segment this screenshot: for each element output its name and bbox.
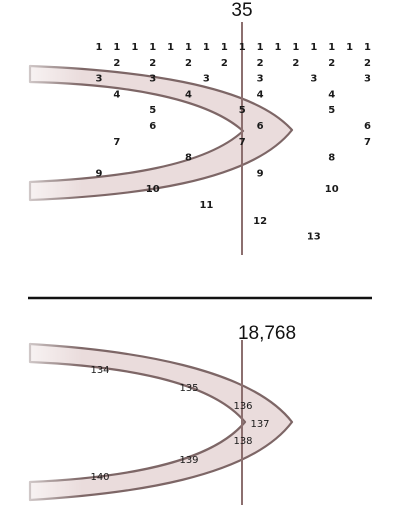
grid-number-3: 3 (96, 74, 103, 85)
grid-number-1: 1 (346, 42, 353, 53)
grid-number-3: 3 (310, 74, 317, 85)
grid-number-4: 4 (113, 89, 120, 100)
grid-number-1: 1 (292, 42, 299, 53)
grid-number-1: 1 (221, 42, 228, 53)
band-label-138: 138 (233, 436, 252, 447)
band-label-140: 140 (90, 472, 109, 483)
top-panel: 35 1 1 1 1 1 1 1 1 1 1 1 1 1 1 1 12 2 2 2 2 2 2 23 3 3 3 3 34 4 4 45 5 5… (0, 0, 371, 255)
grid-number-1: 1 (364, 42, 371, 53)
grid-number-1: 1 (149, 42, 156, 53)
grid-number-5: 5 (149, 105, 156, 116)
band-label-134: 134 (90, 365, 109, 376)
grid-number-3: 3 (149, 74, 156, 85)
band-label-136: 136 (233, 401, 252, 412)
grid-number-1: 1 (96, 42, 103, 53)
top-number-grid: 1 1 1 1 1 1 1 1 1 1 1 1 1 1 1 12 2 2 2 2 2 2 23 3 3 3 3 34 4 4 45 5 56 6 6… (96, 42, 372, 243)
grid-number-4: 4 (328, 89, 335, 100)
grid-number-1: 1 (185, 42, 192, 53)
grid-number-1: 1 (167, 42, 174, 53)
grid-number-3: 3 (203, 74, 210, 85)
grid-number-1: 1 (131, 42, 138, 53)
grid-number-8: 8 (185, 153, 192, 164)
grid-number-7: 7 (364, 137, 371, 148)
grid-number-7: 7 (113, 137, 120, 148)
grid-number-9: 9 (96, 168, 103, 179)
grid-number-10: 10 (325, 184, 339, 195)
grid-number-2: 2 (221, 58, 228, 69)
bottom-title: 18,768 (238, 323, 296, 344)
grid-number-1: 1 (203, 42, 210, 53)
grid-number-10: 10 (146, 184, 160, 195)
grid-number-1: 1 (113, 42, 120, 53)
bottom-panel: 18,768 134 135 136 137 138 139 140 (0, 323, 296, 509)
grid-number-5: 5 (239, 105, 246, 116)
band-label-137: 137 (250, 419, 269, 430)
grid-number-12: 12 (253, 216, 267, 227)
grid-number-8: 8 (328, 153, 335, 164)
grid-number-2: 2 (149, 58, 156, 69)
grid-number-2: 2 (364, 58, 371, 69)
grid-number-1: 1 (328, 42, 335, 53)
bottom-band-fade (0, 334, 150, 509)
grid-number-2: 2 (257, 58, 264, 69)
grid-number-6: 6 (364, 121, 371, 132)
grid-number-2: 2 (185, 58, 192, 69)
top-title: 35 (231, 0, 252, 21)
grid-number-6: 6 (257, 121, 264, 132)
grid-number-3: 3 (364, 74, 371, 85)
grid-number-1: 1 (275, 42, 282, 53)
grid-number-2: 2 (113, 58, 120, 69)
grid-number-1: 1 (239, 42, 246, 53)
grid-number-2: 2 (328, 58, 335, 69)
grid-number-13: 13 (307, 232, 321, 243)
grid-number-4: 4 (185, 89, 192, 100)
grid-number-1: 1 (257, 42, 264, 53)
grid-number-4: 4 (257, 89, 264, 100)
grid-number-11: 11 (199, 200, 213, 211)
grid-number-2: 2 (292, 58, 299, 69)
grid-number-9: 9 (257, 168, 264, 179)
band-label-135: 135 (179, 383, 198, 394)
top-band-fade (0, 55, 150, 215)
grid-number-1: 1 (310, 42, 317, 53)
grid-number-6: 6 (149, 121, 156, 132)
grid-number-3: 3 (257, 74, 264, 85)
band-label-139: 139 (179, 455, 198, 466)
grid-number-5: 5 (328, 105, 335, 116)
grid-number-7: 7 (239, 137, 246, 148)
